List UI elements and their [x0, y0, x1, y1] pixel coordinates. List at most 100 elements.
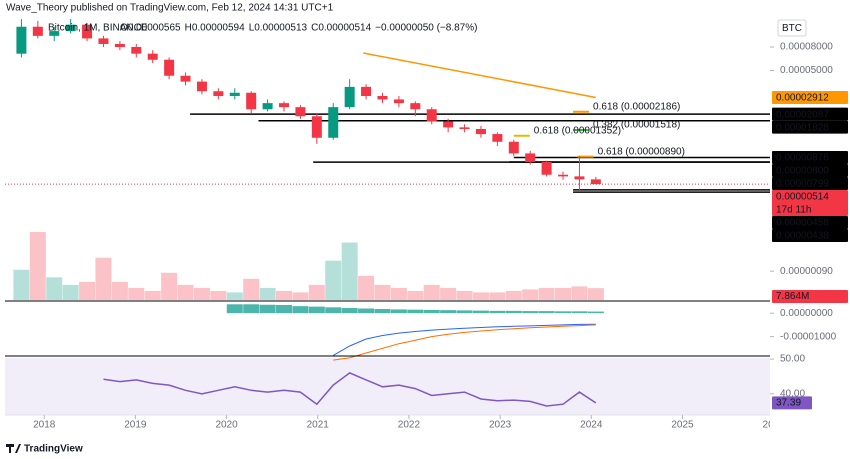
volume-bar [128, 287, 145, 300]
candle-body [32, 26, 43, 36]
volume-bar [111, 281, 128, 300]
level-price-label-text: 0.00000438 [776, 231, 829, 242]
y-tick-label: 40.00 [780, 388, 805, 399]
candle-body [131, 47, 142, 54]
y-tick-label: 0.00008000 [780, 42, 833, 53]
rsi-label-bg [772, 396, 812, 410]
macd-histogram-bar [587, 311, 604, 314]
macd-histogram-bar [407, 309, 424, 314]
currency-box [777, 19, 807, 37]
level-price-label-bg [772, 107, 848, 121]
volume-bar [62, 284, 79, 300]
x-tick-label: 2022 [398, 420, 421, 431]
volume-bar [571, 286, 588, 300]
volume-bar [243, 278, 260, 300]
candle-body [213, 91, 224, 96]
candle-body [541, 162, 552, 175]
volume-bar [193, 287, 210, 300]
symbol: Bitcoin, 1M, BINANCE [48, 23, 148, 34]
rsi-label: 37.39 [776, 398, 801, 409]
level-price-label-bg [772, 150, 848, 164]
macd-histogram-bar [472, 310, 489, 314]
x-tick-label: 2021 [307, 420, 330, 431]
candle-body [229, 92, 240, 96]
volume-bar [259, 287, 276, 300]
candle-body [525, 153, 536, 163]
x-tick-label: 2020 [215, 420, 238, 431]
level-price-label: 0.00000799 [772, 176, 848, 190]
candle-body [246, 92, 257, 110]
level-price-label-text: 0.00000799 [776, 179, 829, 190]
x-tick-label: 2023 [489, 420, 512, 431]
candle-body [558, 174, 569, 177]
fib-label: 0.382 (0.00001518) [593, 120, 680, 131]
candle-body [574, 176, 585, 180]
candle-body [475, 128, 486, 135]
volume-bar [308, 284, 325, 300]
macd-histogram-bar [358, 308, 375, 314]
candle-body [426, 109, 437, 122]
ma-price-label-text: 0.00002912 [776, 93, 829, 104]
level-price-label-bg [772, 163, 848, 177]
candle-body [196, 81, 207, 92]
volume-label: 7.864M [776, 291, 809, 302]
last-price-label-text: 17d 11h [776, 205, 811, 216]
macd-histogram-bar [374, 308, 391, 314]
ma-price-label-bg [772, 90, 848, 104]
level-price-label-text: 0.00000876 [776, 153, 829, 164]
level-price-label: 0.00000876 [772, 150, 848, 164]
volume-bar [489, 292, 506, 300]
candle-body [328, 107, 339, 138]
ohlc-legend: L0.00000513 [249, 23, 308, 34]
candle-body [590, 179, 601, 185]
volume-bar [161, 272, 178, 300]
ohlc-legend: H0.00000594 [185, 23, 245, 34]
candle-body [262, 103, 273, 110]
candle-body [98, 38, 109, 44]
currency: BTC [782, 23, 802, 34]
ohlc-legend: O0.00000565 [120, 23, 181, 34]
y-tick-label: 0.00005000 [780, 65, 833, 76]
macd-histogram-bar [538, 311, 555, 314]
ohlc-legend: C0.00000514 [311, 23, 371, 34]
macd-histogram-bar [325, 307, 342, 314]
x-tick-label: 2019 [124, 420, 147, 431]
last-price-label-text: 0.00000514 [776, 192, 829, 203]
macd-histogram-bar [555, 311, 572, 314]
volume-bar [325, 260, 342, 300]
volume-bar [423, 284, 440, 300]
volume-bar [456, 290, 473, 300]
volume-bar [538, 287, 555, 300]
level-price-label-bg [772, 228, 848, 242]
candle-body [295, 107, 306, 117]
volume-bar [144, 290, 161, 300]
level-price-label-bg [772, 176, 848, 190]
y-tick-label: 50.00 [780, 354, 805, 365]
volume-bar [79, 281, 96, 300]
brand: TradingView [24, 444, 83, 455]
fib-label: 0.618 (0.00002186) [593, 101, 680, 112]
volume-bar [210, 290, 227, 300]
level-price-label: 0.00002087 [772, 107, 848, 121]
x-tick-label: 2025 [671, 420, 694, 431]
last-price-label-bg [772, 189, 848, 216]
level-price-label: 0.00001828 [772, 120, 848, 134]
ohlc-legend: −0.00000050 (−8.87%) [375, 23, 477, 34]
volume-bar [177, 284, 194, 300]
candle-body [147, 53, 158, 60]
y-tick-label: 0.00000000 [780, 308, 833, 319]
volume-bar [440, 287, 457, 300]
macd-histogram-bar [390, 309, 407, 314]
macd-histogram-bar [571, 311, 588, 314]
volume-bar [505, 290, 522, 300]
ma-price-label: 0.00002912 [772, 90, 848, 104]
macd-histogram-bar [489, 310, 506, 314]
candle-body [492, 134, 503, 142]
macd-histogram-bar [341, 308, 358, 314]
volume-bar [226, 292, 243, 300]
candle-body [16, 26, 27, 54]
volume-bar [587, 288, 604, 300]
level-price-label-bg [772, 120, 848, 134]
brand-logo [6, 444, 21, 453]
